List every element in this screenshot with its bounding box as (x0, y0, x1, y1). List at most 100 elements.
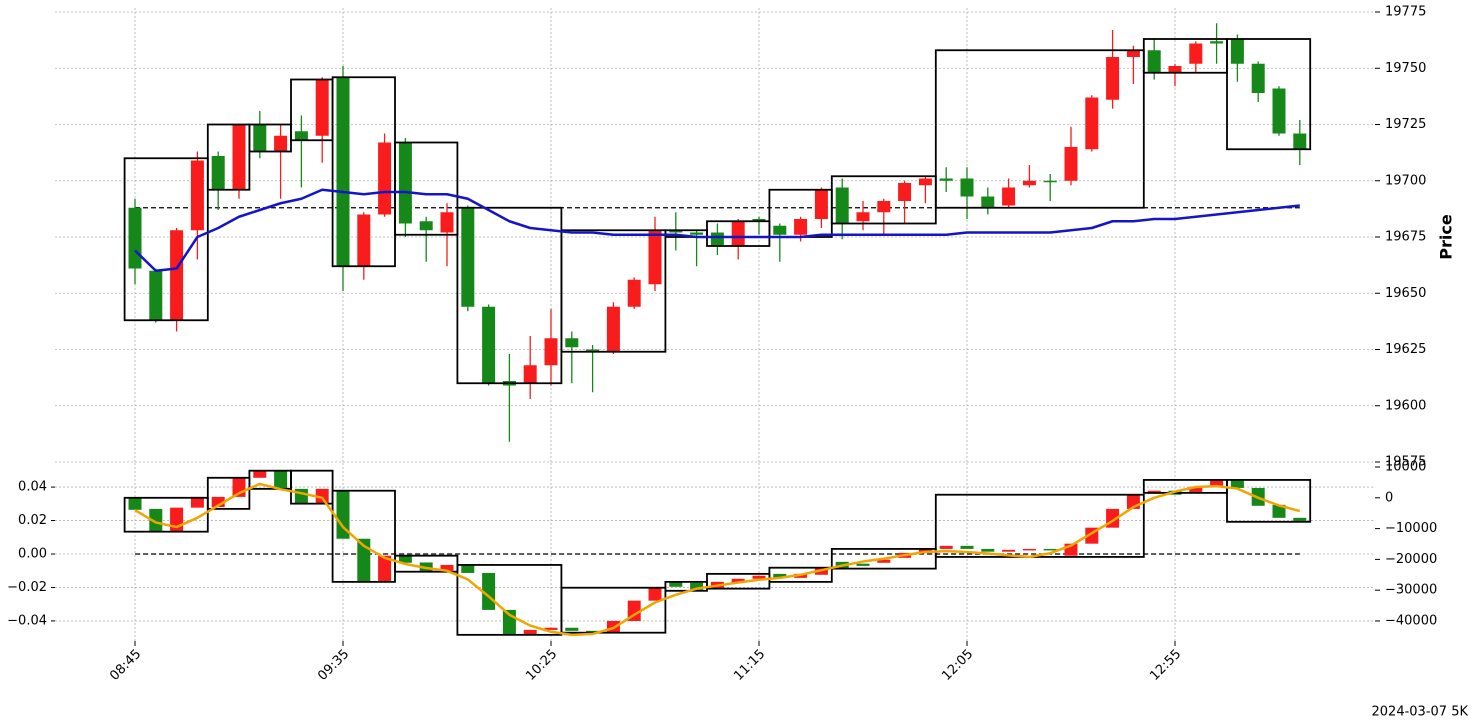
y2-tick-label: −10000 (1385, 521, 1437, 536)
candle-body (523, 365, 537, 384)
range-box (123, 157, 209, 322)
candle-body (378, 555, 392, 582)
range-box (830, 548, 937, 570)
y-tick-label: 19675 (1385, 230, 1426, 245)
candle-body (253, 470, 267, 478)
candle-body (315, 488, 329, 504)
candle-body (814, 189, 828, 219)
y-tick-label: 19650 (1385, 286, 1426, 301)
candle-body (856, 212, 870, 222)
candle-body (773, 573, 787, 578)
candle-body (690, 232, 704, 235)
y-axis-label: Price (1437, 214, 1456, 260)
line (134, 482, 1301, 637)
candle-body (482, 306, 496, 384)
candle-body (981, 196, 995, 208)
y-tick-label: 19600 (1385, 398, 1426, 413)
candle-body (752, 219, 766, 222)
x-tick-label: 09:35 (315, 647, 352, 684)
candle-body (918, 178, 932, 186)
candle-body (336, 490, 350, 539)
range-box (123, 496, 209, 533)
candle-body (981, 548, 995, 552)
range-box (768, 566, 833, 583)
candle-body (877, 201, 891, 213)
candle-body (710, 232, 724, 246)
y-tick-label: 19725 (1385, 117, 1426, 132)
candle-body (461, 207, 475, 307)
candle-body (1002, 549, 1016, 552)
candle-body (544, 338, 558, 366)
candle-body (1230, 479, 1244, 488)
y-tick-label: 19625 (1385, 342, 1426, 357)
line (134, 188, 1300, 272)
candle-body (461, 564, 475, 573)
candle-body (648, 587, 662, 601)
y-tick-label: −0.02 (7, 580, 47, 595)
candle-body (731, 578, 745, 583)
range-box (206, 476, 251, 510)
footer: 2024-03-07 5K (1372, 705, 1469, 720)
candle-body (336, 77, 350, 267)
y-tick-label: −0.04 (7, 613, 47, 628)
candle-body (1064, 147, 1078, 181)
candle-body (1022, 548, 1036, 551)
candle-body (690, 582, 704, 590)
y-tick-label: 0.04 (18, 480, 47, 495)
candle-body (794, 219, 808, 235)
y-tick-label: 19750 (1385, 61, 1426, 76)
y-tick-label: 0.02 (18, 513, 47, 528)
candle-body (1043, 548, 1057, 551)
candle-body (1043, 180, 1057, 183)
candle-body (1210, 479, 1224, 487)
candle-body (274, 470, 288, 489)
candle-body (586, 630, 600, 633)
y2-tick-label: −30000 (1385, 583, 1437, 598)
x-tick-label: 12:55 (1147, 647, 1184, 684)
candle-body (960, 178, 974, 197)
candle-body (565, 338, 579, 348)
candle-body (211, 156, 225, 190)
candle-body (877, 559, 891, 563)
range-box (934, 49, 1145, 209)
candle-body (419, 221, 433, 231)
candle-body (128, 207, 142, 269)
y2-tick-label: −40000 (1385, 613, 1437, 628)
candle-body (294, 131, 308, 141)
candle-body (1168, 66, 1182, 73)
candle-body (752, 575, 766, 579)
candle-body (648, 230, 662, 285)
candle-body (149, 270, 163, 321)
candle-body (1272, 504, 1286, 518)
candle-body (627, 279, 641, 307)
candle-body (378, 142, 392, 215)
y2-tick-label: −20000 (1385, 552, 1437, 567)
candle-body (1210, 41, 1224, 44)
range-box (394, 141, 459, 236)
x-tick-label: 10:25 (523, 647, 560, 684)
candle-body (523, 629, 537, 635)
x-tick-label: 11:15 (731, 647, 768, 684)
range-box (1226, 479, 1312, 523)
candle-body (398, 142, 412, 224)
x-tick-label: 08:45 (107, 647, 144, 684)
candle-body (960, 545, 974, 549)
x-tick-label: 12:05 (939, 647, 976, 684)
candle-body (856, 563, 870, 566)
candle-body (586, 349, 600, 352)
candle-body (731, 221, 745, 246)
candle-body (1022, 180, 1036, 186)
candle-body (1251, 63, 1265, 93)
candle-body (1272, 88, 1286, 134)
candle-body (357, 538, 371, 582)
range-box (560, 586, 667, 634)
range-box (560, 229, 667, 353)
candle-body (1002, 187, 1016, 206)
y-tick-label: 0.00 (18, 547, 47, 562)
range-box (1226, 38, 1312, 151)
candle-body (1293, 517, 1307, 522)
range-box (934, 493, 1145, 558)
candle-body (190, 160, 204, 231)
candle-body (274, 135, 288, 152)
